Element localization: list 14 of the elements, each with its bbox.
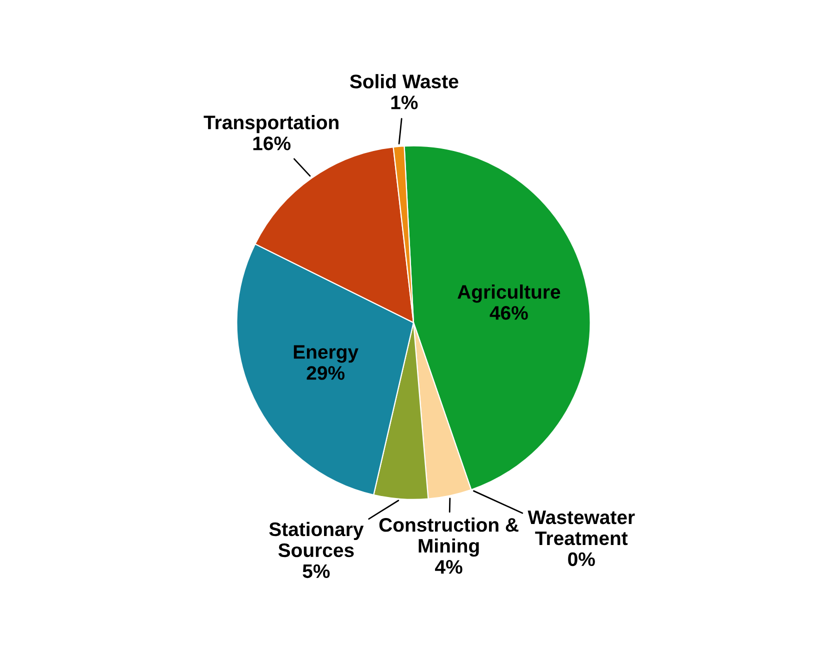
slice-label: Agriculture bbox=[458, 284, 560, 303]
slice-label: Solid Waste bbox=[350, 74, 458, 88]
slice-label: Transportation bbox=[204, 115, 338, 134]
data-label: 46% bbox=[490, 306, 528, 320]
slice-label: Energy bbox=[294, 345, 358, 363]
slice-label: Construction & Mining bbox=[379, 518, 518, 557]
data-label: 4% bbox=[435, 560, 462, 574]
data-label: 16% bbox=[253, 136, 291, 150]
data-label: 1% bbox=[391, 96, 418, 110]
text: 0% bbox=[568, 552, 595, 566]
slice-label: Stationary Sources bbox=[269, 522, 364, 558]
data-label: 5% bbox=[302, 564, 330, 578]
data-label: 29% bbox=[306, 366, 345, 380]
category-label: Wastewater Treatment bbox=[528, 510, 635, 546]
